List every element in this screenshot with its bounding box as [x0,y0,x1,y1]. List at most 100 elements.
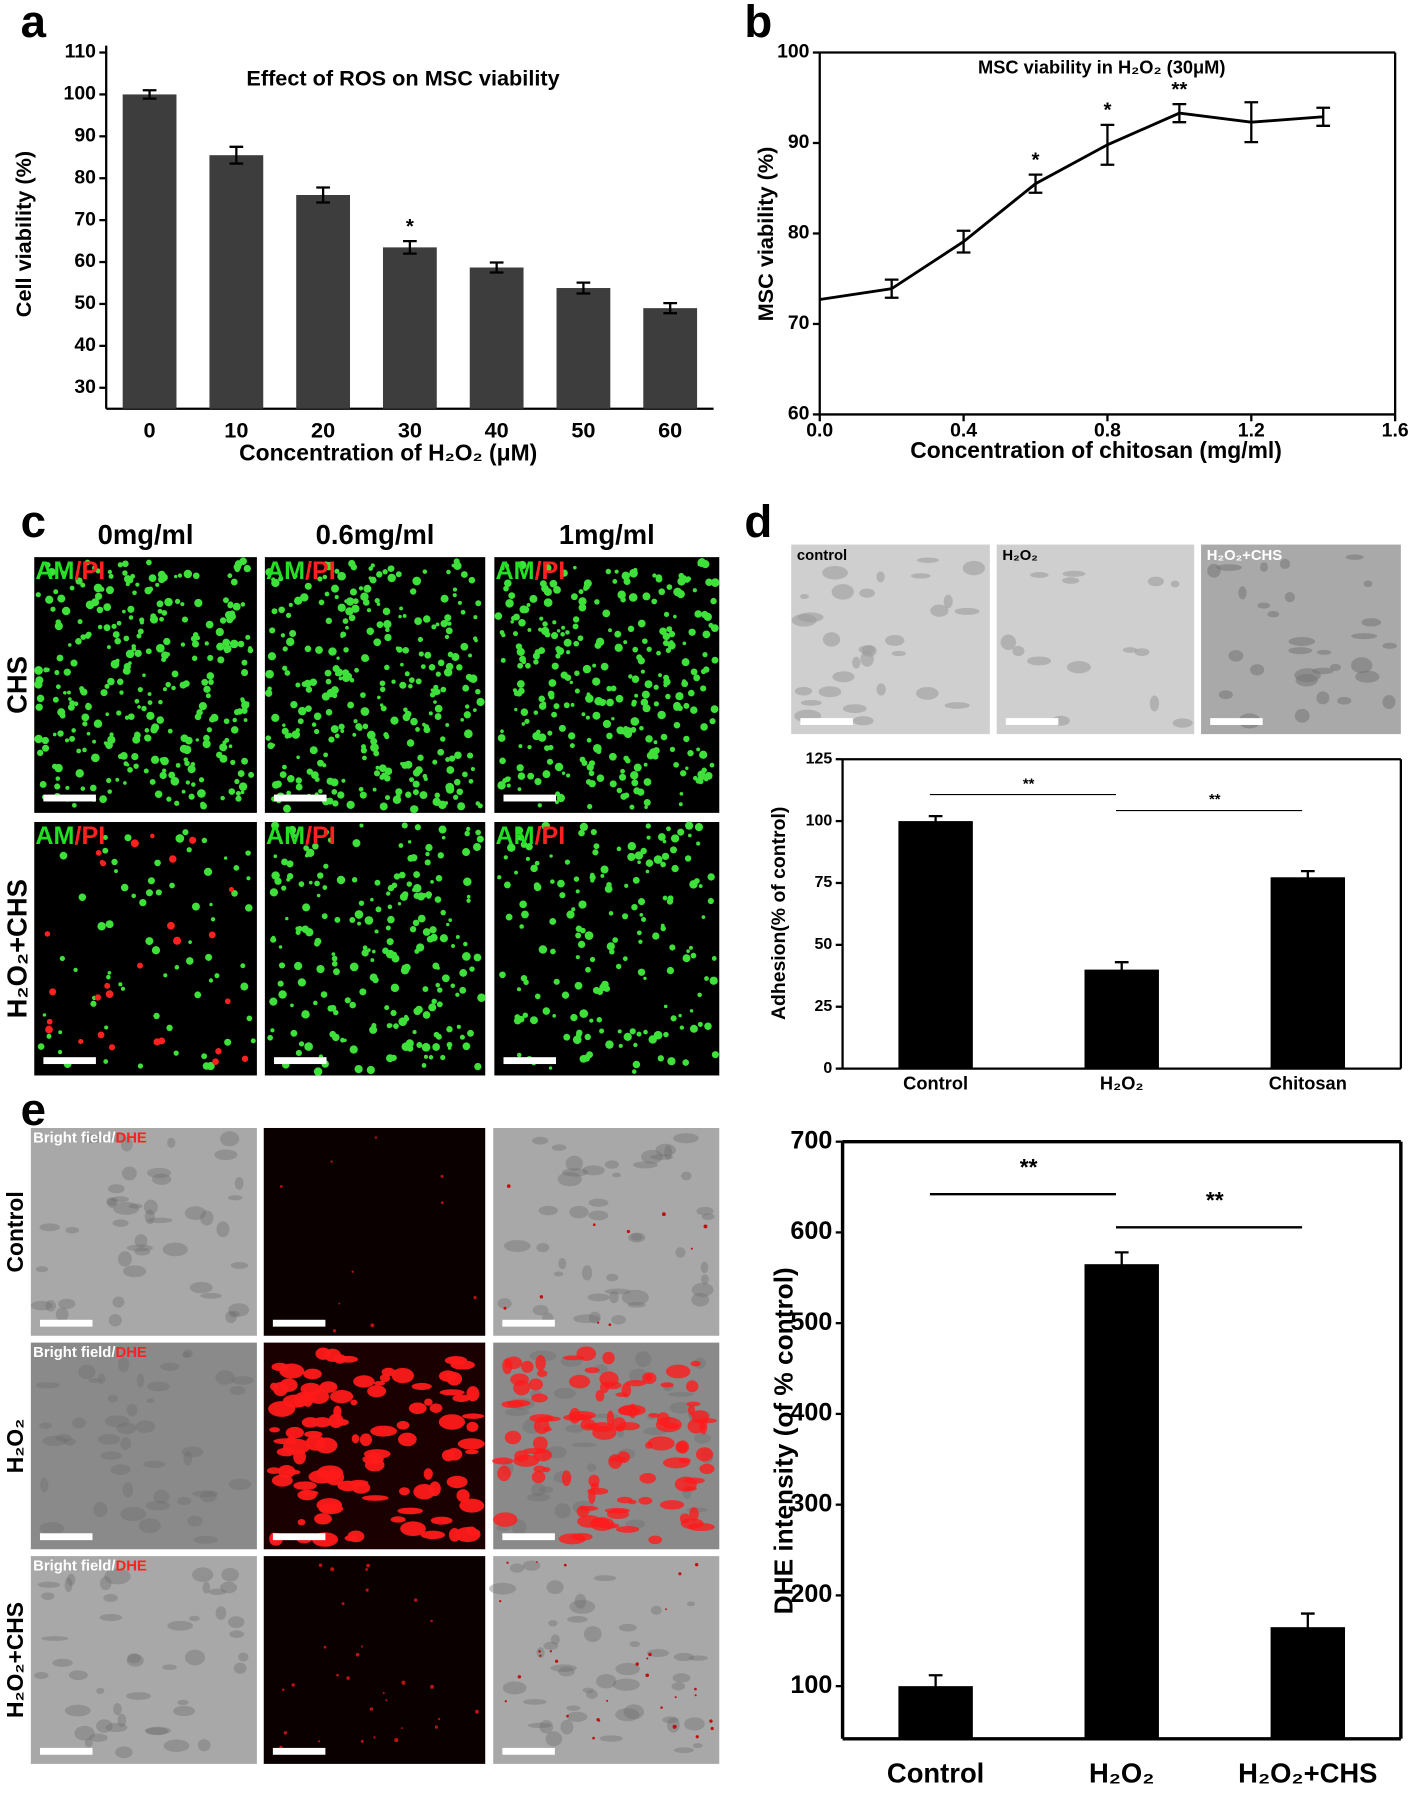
cell [697,992,702,998]
cell [621,571,630,581]
cell [168,771,176,779]
cell [623,640,628,645]
cell [440,1174,444,1178]
cell [39,1422,52,1429]
cell [321,913,328,920]
cell [333,1009,339,1016]
cell [209,716,216,723]
cell [619,773,627,781]
cell [338,676,343,681]
cell [622,913,629,920]
cell [349,916,356,923]
cell [146,1398,155,1404]
significance: ** [1020,1154,1038,1180]
cell [412,887,417,892]
cell [536,1370,548,1378]
cell [447,1046,452,1050]
cell [473,615,478,620]
cell [531,1470,546,1484]
cell [588,770,595,777]
cell [666,626,673,633]
cell [517,772,526,780]
chart-title: Effect of ROS on MSC viability [246,66,559,91]
cell [127,713,135,720]
cell [167,728,173,734]
cell [92,739,97,744]
cell [332,800,339,807]
y-tick-label: 75 [815,874,833,891]
cell [550,632,559,640]
cell [34,1671,49,1680]
cell [1228,650,1244,662]
cell [592,677,601,686]
cell [183,569,193,579]
cell [99,859,105,865]
cell [359,988,367,996]
cell [582,664,592,674]
bar [469,267,524,409]
cell [376,571,383,578]
cell [355,723,363,730]
cell [358,586,364,591]
cell [665,647,671,654]
cell [577,940,586,949]
cell [460,609,466,615]
cell [522,1560,541,1571]
cell [373,638,382,647]
cell [643,762,648,767]
cell [82,747,87,753]
cell [641,916,647,923]
stain-label: Bright field/DHE [33,1130,147,1146]
cell [59,955,65,962]
cell [188,793,195,800]
cell [493,1512,518,1527]
cell [559,892,566,899]
cell [131,893,136,899]
cell [534,860,540,866]
x-tick-label: Chitosan [1269,1072,1347,1093]
cell [350,1399,358,1406]
cell [401,964,408,971]
cell [301,1010,310,1019]
cell [643,976,647,981]
cell [504,1700,507,1703]
cell [135,582,140,587]
cell [657,710,666,720]
stain-pi: /PI [74,557,105,585]
scale-bar [1005,718,1059,725]
cell [444,621,449,625]
cell [411,1382,432,1390]
cell [318,1503,344,1515]
cell [316,893,321,898]
cell [691,1292,710,1307]
x-tick-label: H₂O₂+CHS [1238,1758,1377,1789]
cell [446,1475,468,1489]
cell [701,915,706,919]
cell [549,1650,553,1653]
cell [541,701,547,706]
column-label: 0mg/ml [98,519,194,550]
cell [169,882,175,889]
cell [629,568,638,578]
cell [80,582,86,588]
cell [107,789,113,794]
cell [689,945,693,950]
cell [131,752,139,761]
x-tick-label: 0.8 [1094,420,1121,442]
cell [609,1456,627,1462]
micrograph [30,1556,257,1764]
cell [710,624,719,633]
cell [421,1042,431,1052]
cell [517,834,525,841]
cell [473,708,477,712]
cell [689,1009,694,1013]
cell [675,1441,688,1453]
cell [662,895,668,901]
cell [614,630,622,638]
cell [215,627,224,637]
cell [379,802,388,811]
cell [466,1421,479,1433]
cell [566,1711,588,1722]
cell [611,1314,626,1325]
cell [612,1678,640,1691]
